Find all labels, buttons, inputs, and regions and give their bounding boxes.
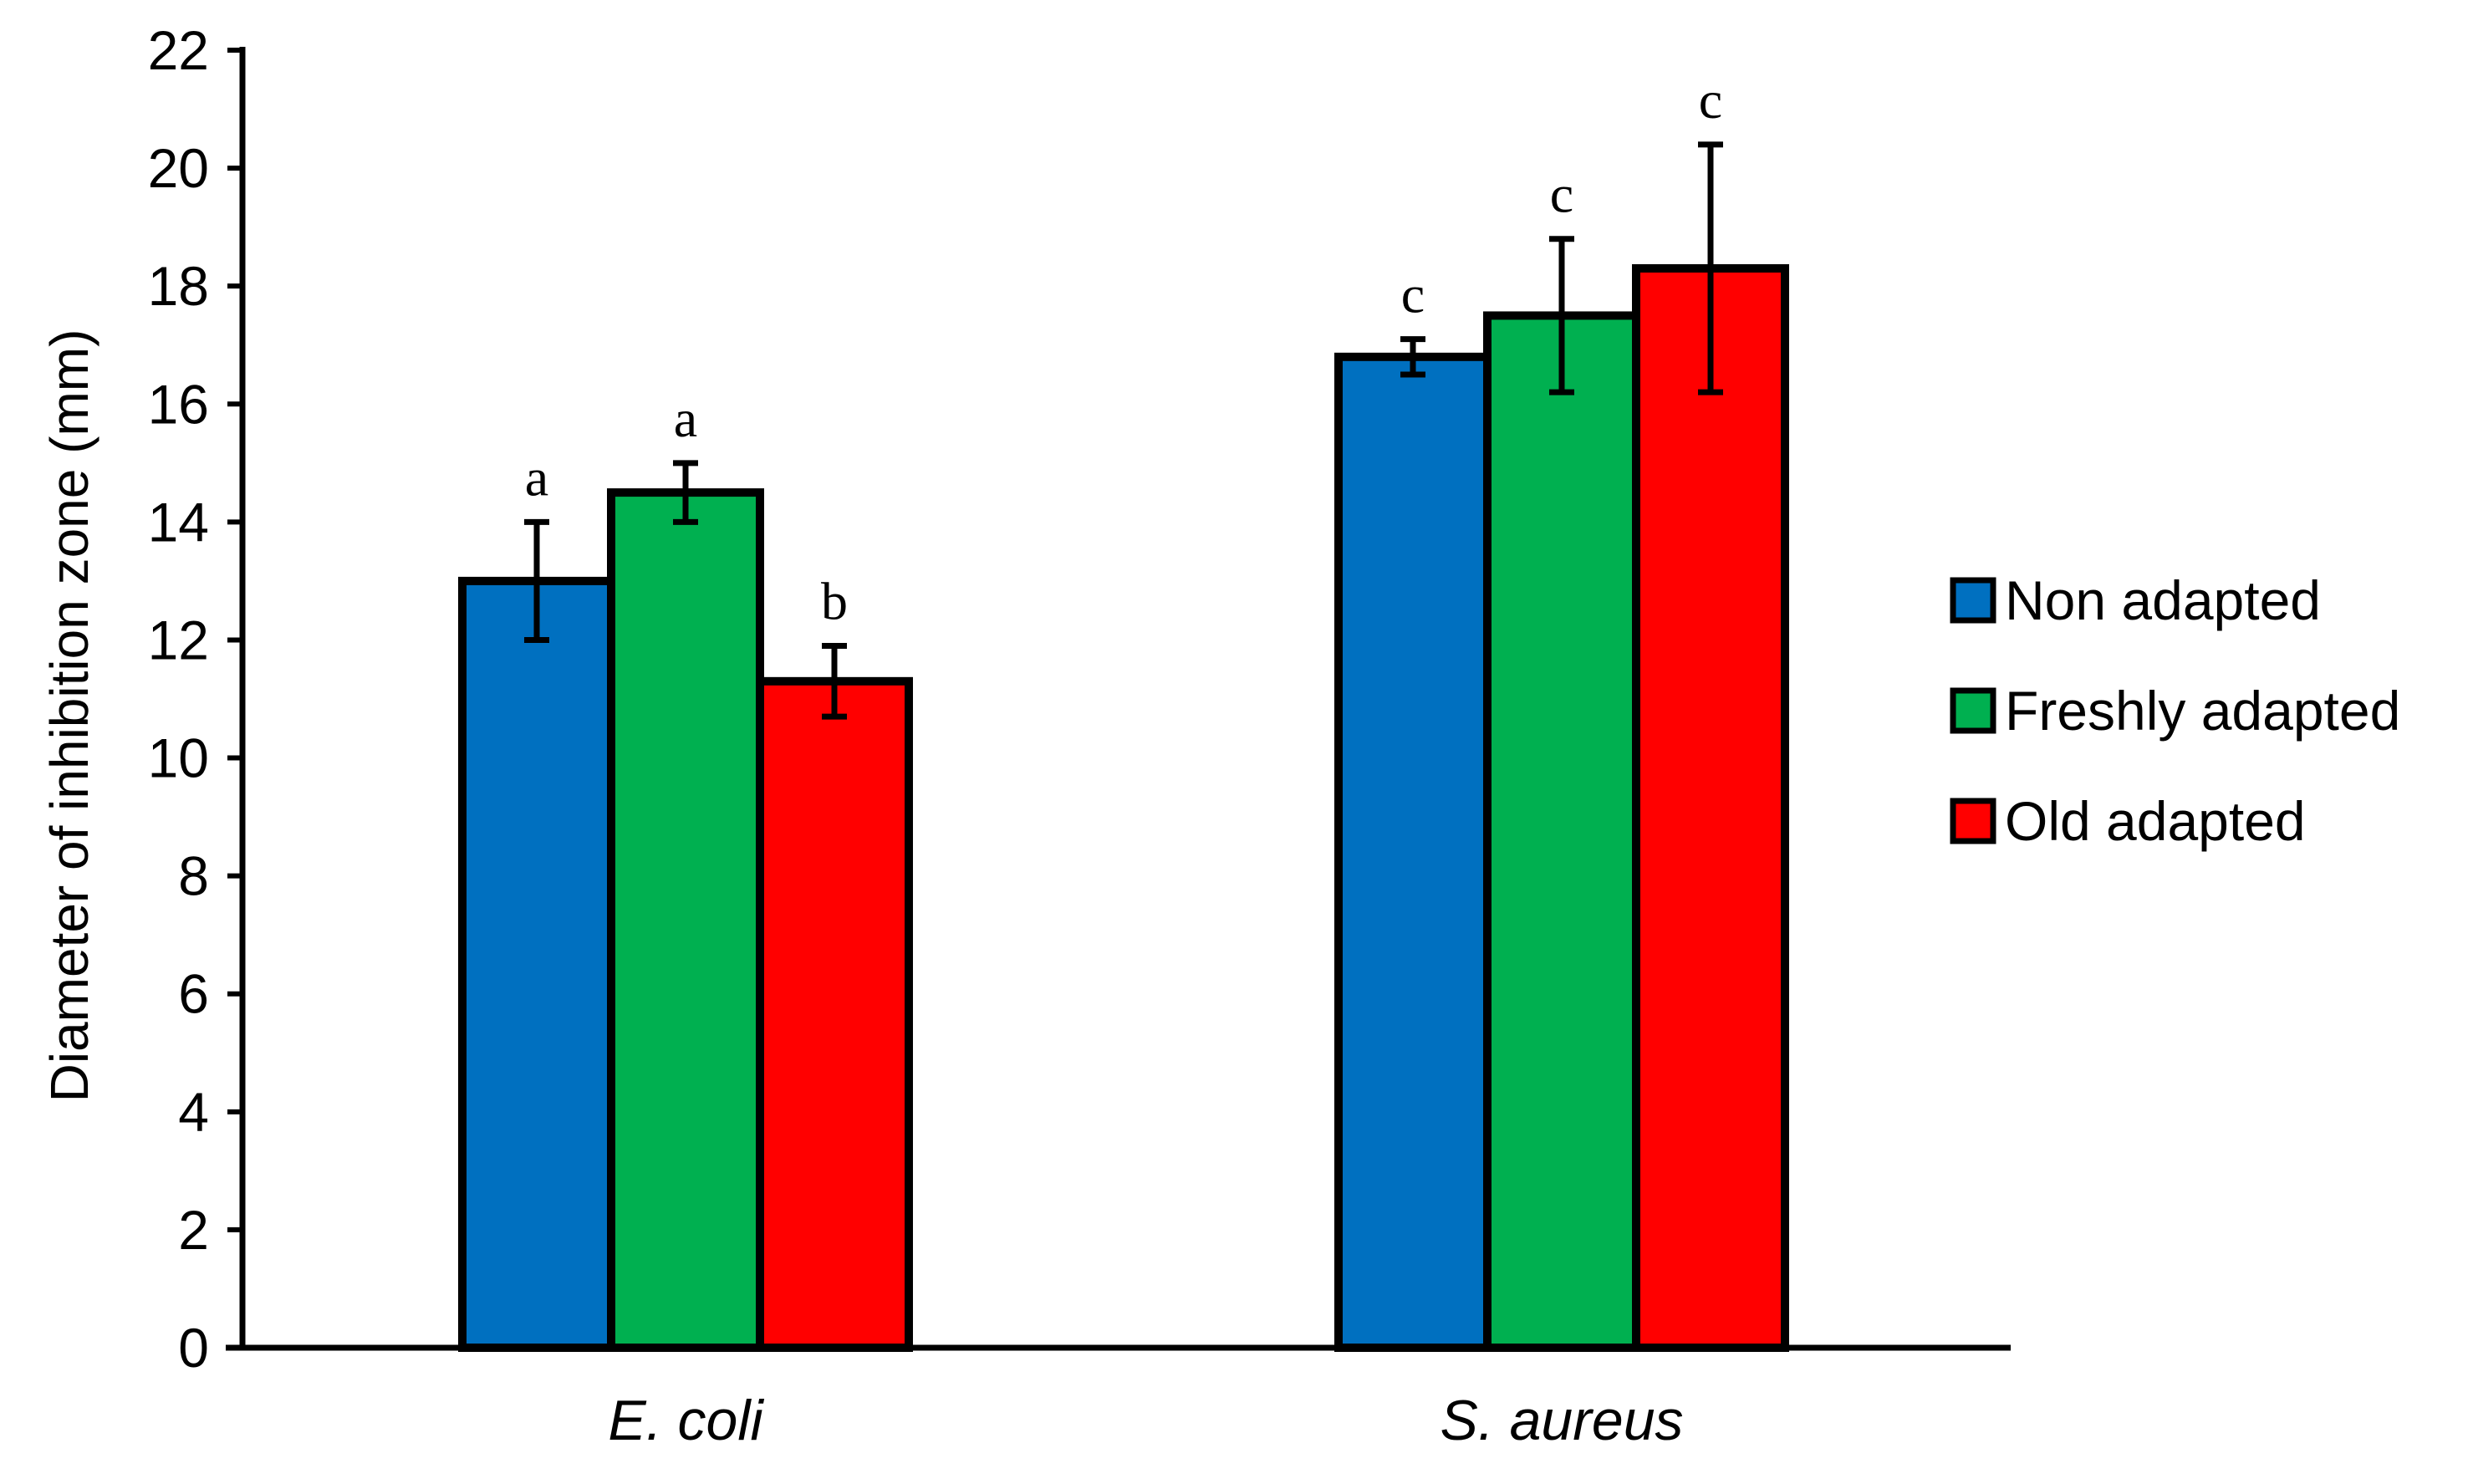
y-tick-label: 16 (148, 373, 209, 435)
y-tick-label: 14 (148, 491, 209, 553)
legend-swatch (1950, 577, 1996, 624)
y-tick-label: 22 (148, 19, 209, 81)
bar (1334, 352, 1492, 1353)
y-tick-label: 12 (148, 609, 209, 671)
bar (458, 576, 615, 1352)
legend-label: Non adapted (2005, 569, 2321, 631)
y-tick-label: 2 (178, 1199, 209, 1261)
y-tick-label: 8 (178, 845, 209, 907)
axes-layer (226, 47, 2011, 1351)
legend-label: Old adapted (2005, 790, 2306, 852)
y-tick-label: 10 (148, 727, 209, 789)
legend-swatch (1950, 798, 1996, 844)
significance-letter: c (1401, 265, 1425, 324)
legend-swatch (1950, 687, 1996, 734)
y-axis-title: Diameter of inhibition zone (mm) (39, 329, 99, 1103)
y-tick-label: 18 (148, 255, 209, 317)
bar (607, 488, 764, 1352)
x-category-label: S. aureus (1440, 1389, 1683, 1452)
y-tick-label: 6 (178, 963, 209, 1025)
bar (1632, 264, 1789, 1352)
significance-letter: c (1550, 165, 1573, 224)
y-tick-label: 4 (178, 1081, 209, 1143)
bar (756, 676, 913, 1352)
significance-letter: a (674, 389, 697, 448)
legend: Non adapted Freshly adapted Old adapted (1950, 569, 2400, 852)
significance-letter: b (821, 572, 848, 631)
significance-letter: a (525, 447, 548, 507)
legend-label: Freshly adapted (2005, 680, 2400, 742)
significance-letter: c (1699, 70, 1722, 130)
bars-layer (458, 141, 1789, 1353)
y-tick-label: 20 (148, 137, 209, 199)
y-tick-label: 0 (178, 1317, 209, 1379)
x-category-label: E. coli (608, 1389, 764, 1452)
bar (1483, 311, 1640, 1352)
labels-layer: a c a c b c 0 2 4 6 8 10 12 14 16 18 20 22 E. coli S. aureu… (39, 19, 1722, 1452)
